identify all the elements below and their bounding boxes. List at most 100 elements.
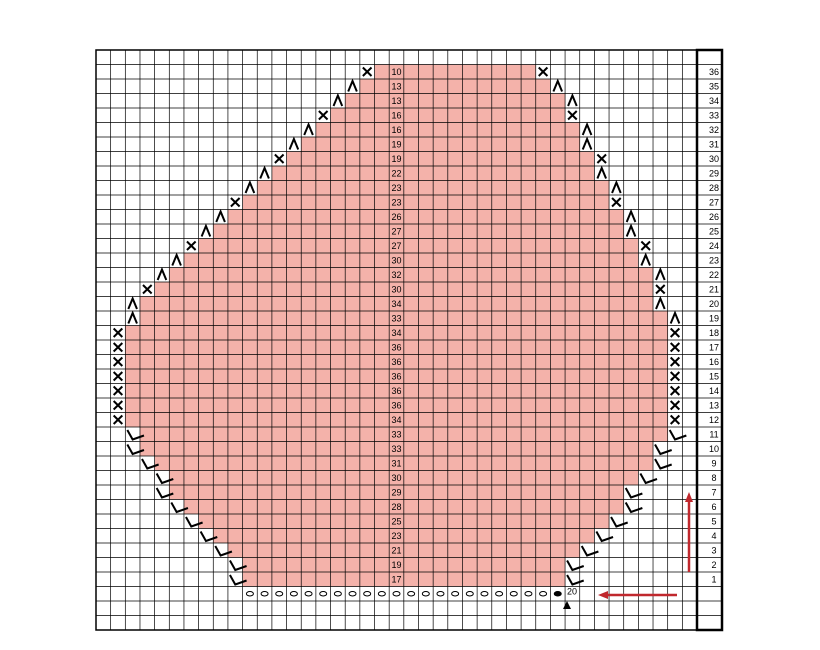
chain-stitch [333, 591, 342, 597]
stitch-symbol [640, 252, 651, 266]
slip-knot [553, 591, 562, 597]
stitch-symbol [566, 560, 585, 572]
stitch-symbol [215, 208, 226, 223]
chain-stitch [421, 591, 430, 597]
row-count: 13 [391, 82, 401, 92]
stitch-symbol [669, 310, 681, 324]
row-number: 13 [709, 401, 719, 411]
row-number: 27 [709, 198, 719, 208]
chain-stitch [377, 591, 386, 597]
row-fill [359, 79, 551, 94]
chain-stitch [289, 591, 298, 597]
row-count: 36 [391, 386, 401, 396]
stitch-symbol [595, 531, 614, 543]
stitch-symbol [112, 414, 124, 425]
row-number: 12 [709, 415, 719, 425]
row-number: 1 [711, 575, 716, 585]
stitch-symbol [347, 78, 358, 92]
row-fill [139, 441, 654, 456]
stitch-symbol [112, 342, 124, 353]
stitch-symbol [170, 502, 189, 514]
stitch-symbol [669, 371, 681, 382]
chain-stitch [436, 591, 445, 597]
row-fill [125, 383, 668, 398]
start-marker [563, 601, 571, 609]
chain-stitch [363, 591, 372, 597]
chain-stitch [495, 591, 504, 597]
row-count: 17 [391, 575, 401, 585]
stitch-symbol [199, 531, 218, 543]
row-count: 25 [391, 517, 401, 527]
stitch-symbol [669, 414, 681, 425]
stitch-symbol [669, 400, 681, 411]
row-count: 10 [391, 67, 401, 77]
row-fill [301, 137, 580, 152]
row-fill [125, 369, 668, 384]
row-number: 29 [709, 169, 719, 179]
chain-stitch [260, 591, 269, 597]
row-count: 27 [391, 241, 401, 251]
chain-stitch [304, 591, 313, 597]
stitch-symbol [668, 429, 687, 441]
row-number: 4 [711, 531, 716, 541]
stitch-symbol [112, 327, 124, 338]
stitch-symbol [669, 385, 681, 396]
row-number: 10 [709, 444, 719, 454]
stitch-symbol [274, 153, 285, 164]
row-number: 2 [711, 560, 716, 570]
row-fill [286, 151, 595, 166]
chain-stitch [451, 591, 460, 597]
row-number: 31 [709, 140, 719, 150]
chain-stitch [465, 591, 474, 597]
stitch-symbol [126, 444, 145, 456]
row-count: 36 [391, 401, 401, 411]
stitch-symbol [244, 179, 256, 194]
stitch-symbol [640, 240, 651, 251]
row-number-panel [695, 48, 724, 632]
foundation-count: 20 [567, 586, 577, 596]
stitch-symbol [230, 197, 241, 208]
stitch-symbol [654, 444, 673, 456]
row-count: 30 [391, 285, 401, 295]
row-number: 34 [709, 96, 719, 106]
stitch-symbol [318, 110, 329, 121]
row-count: 34 [391, 299, 401, 309]
stitch-symbol [610, 516, 629, 528]
row-number: 36 [709, 67, 719, 77]
row-fill [125, 398, 668, 413]
row-count: 13 [391, 96, 401, 106]
stitch-symbol [229, 574, 247, 586]
row-count: 26 [391, 212, 401, 222]
row-count: 34 [391, 328, 401, 338]
stitch-symbol [214, 545, 233, 557]
chain-stitch [275, 591, 284, 597]
row-count: 32 [391, 270, 401, 280]
row-number: 18 [709, 328, 719, 338]
row-number: 3 [711, 546, 716, 556]
row-count: 34 [391, 415, 401, 425]
stitch-symbol [200, 223, 212, 237]
stitch-symbol [580, 545, 599, 557]
stitch-symbol [171, 252, 182, 266]
stitch-symbol [624, 502, 643, 514]
row-number: 11 [709, 430, 718, 440]
row-count: 31 [391, 459, 401, 469]
row-count: 27 [391, 227, 401, 237]
stitch-symbol [127, 295, 138, 310]
stitch-symbol [655, 284, 666, 295]
stitch-symbol [669, 342, 681, 353]
row-number: 17 [709, 343, 719, 353]
row-number: 15 [709, 372, 719, 382]
stitch-symbol [126, 429, 145, 441]
stitch-symbol [112, 400, 124, 411]
chain-stitch [539, 591, 548, 597]
row-number: 25 [709, 227, 719, 237]
row-count: 36 [391, 357, 401, 367]
stitch-symbol [155, 487, 174, 499]
stitch-symbol [567, 110, 578, 121]
row-count: 16 [391, 125, 401, 135]
row-count: 19 [391, 560, 401, 570]
row-fill [183, 253, 639, 268]
row-number: 23 [709, 256, 719, 266]
row-fill [125, 354, 668, 369]
